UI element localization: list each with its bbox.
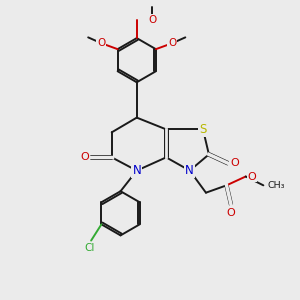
Text: O: O (168, 38, 176, 48)
Text: CH₃: CH₃ (268, 181, 285, 190)
Text: N: N (132, 164, 141, 177)
Text: S: S (199, 123, 207, 136)
Text: N: N (185, 164, 194, 177)
Text: Cl: Cl (85, 243, 95, 253)
Text: O: O (80, 152, 89, 162)
Text: O: O (97, 38, 106, 48)
Text: O: O (148, 15, 156, 25)
Text: O: O (248, 172, 256, 182)
Text: O: O (226, 208, 235, 218)
Text: O: O (230, 158, 239, 168)
